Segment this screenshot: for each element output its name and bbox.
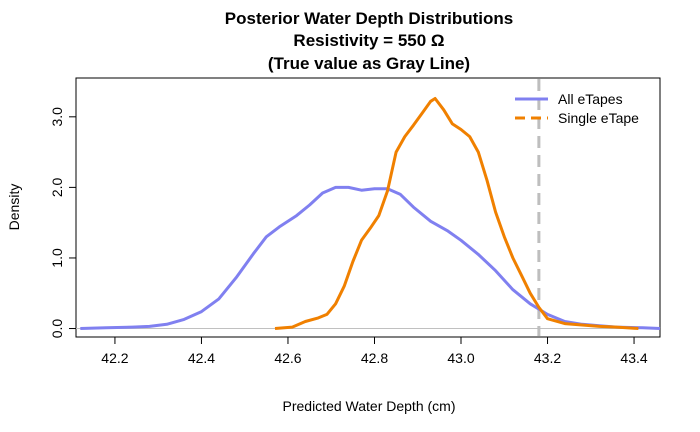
x-tick-label: 42.6 [274,350,301,366]
y-tick-label: 3.0 [49,107,65,127]
plot-area [76,79,661,336]
x-axis-label: Predicted Water Depth (cm) [283,398,456,414]
y-tick-label: 0.0 [49,319,65,339]
x-tick-label: 42.2 [101,350,128,366]
y-axis-label: Density [6,184,22,231]
plot-frame [75,77,661,338]
x-tick-label: 43.0 [447,350,474,366]
series-line-all-etapes [80,185,661,330]
legend-label-all-etapes: All eTapes [558,91,623,107]
legend: All eTapes Single eTape [515,91,639,126]
x-tick-label: 43.4 [620,350,647,366]
chart-title-line-2: Resistivity = 550 Ω [293,31,444,50]
y-tick-label: 2.0 [49,177,65,197]
x-tick-label: 43.2 [534,350,561,366]
legend-label-single-etape: Single eTape [558,110,639,126]
x-tick-label: 42.4 [188,350,215,366]
x-axis: 42.2 42.4 42.6 42.8 43.0 43.2 43.4 [101,337,648,366]
x-tick-label: 42.8 [361,350,388,366]
chart-title-line-3: (True value as Gray Line) [268,54,470,73]
y-tick-label: 1.0 [49,248,65,268]
series-line-single-etape [274,97,639,330]
y-axis: 0.0 1.0 2.0 3.0 [49,107,76,338]
chart-title-line-1: Posterior Water Depth Distributions [225,9,513,28]
series-group [80,97,661,330]
